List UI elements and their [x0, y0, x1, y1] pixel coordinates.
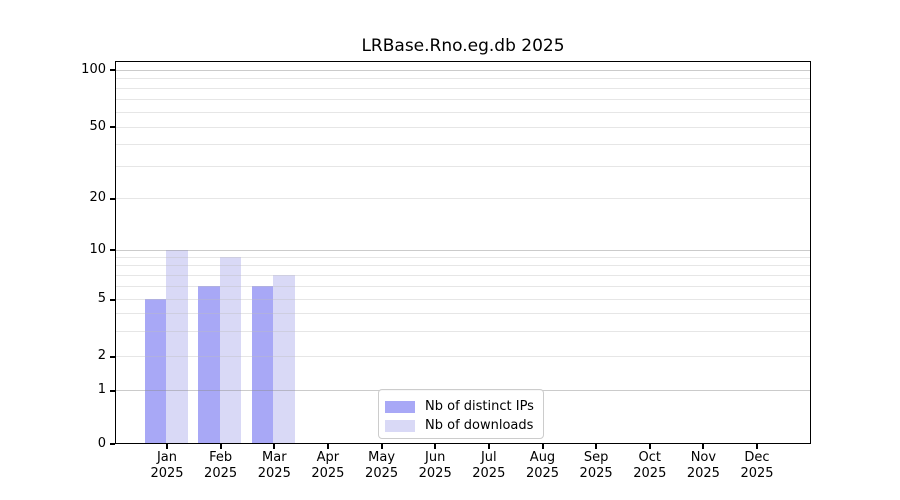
y-tick-label-100: 100 — [81, 61, 106, 77]
x-tick-sep — [595, 444, 598, 449]
x-tick-label-feb: Feb 2025 — [189, 450, 253, 482]
x-tick-jan — [166, 444, 168, 449]
x-tick-month: Feb — [209, 450, 233, 465]
gridline-y-30 — [116, 166, 810, 168]
legend-item-downloads: Nb of downloads — [385, 416, 543, 435]
y-tick-label-50: 50 — [89, 118, 106, 134]
bar-nb-of-downloads-feb — [219, 257, 242, 444]
chart-title: LRBase.Rno.eg.db 2025 — [361, 36, 565, 56]
x-tick-jun — [434, 444, 437, 449]
x-tick-aug — [541, 444, 544, 449]
gridline-y-80 — [116, 87, 810, 89]
x-tick-year: 2025 — [633, 466, 667, 481]
x-tick-year: 2025 — [418, 466, 452, 481]
legend-swatch-distinct-ips — [385, 400, 415, 413]
x-tick-year: 2025 — [311, 466, 345, 481]
x-tick-month: Sep — [583, 450, 609, 465]
x-tick-year: 2025 — [365, 466, 399, 481]
x-tick-label-may: May 2025 — [350, 450, 414, 482]
x-tick-feb — [219, 444, 222, 449]
x-tick-year: 2025 — [579, 466, 613, 481]
gridline-y-20 — [116, 198, 810, 199]
gridline-y-5 — [116, 299, 810, 300]
bar-nb-of-distinct-ips-jan — [144, 299, 166, 444]
x-tick-year: 2025 — [204, 466, 238, 481]
x-tick-label-nov: Nov 2025 — [671, 450, 735, 482]
x-tick-apr — [326, 444, 329, 449]
x-tick-label-mar: Mar 2025 — [242, 450, 306, 482]
legend: Nb of distinct IPs Nb of downloads — [378, 389, 544, 439]
x-tick-label-aug: Aug 2025 — [511, 450, 575, 482]
y-tick-0 — [110, 443, 115, 445]
x-tick-label-jul: Jul 2025 — [457, 450, 521, 482]
y-tick-label-0: 0 — [97, 435, 106, 451]
bar-nb-of-downloads-mar — [273, 275, 295, 444]
x-tick-month: Aug — [529, 450, 556, 465]
x-tick-oct — [648, 444, 651, 449]
gridline-y-10 — [116, 249, 810, 251]
x-tick-month: Mar — [262, 450, 287, 465]
x-tick-year: 2025 — [686, 466, 720, 481]
gridline-y-3 — [116, 330, 810, 332]
x-tick-label-jan: Jan 2025 — [135, 450, 199, 482]
x-tick-year: 2025 — [472, 466, 506, 481]
legend-label-downloads: Nb of downloads — [425, 417, 534, 433]
x-tick-label-oct: Oct 2025 — [618, 450, 682, 482]
x-tick-nov — [702, 444, 705, 449]
x-tick-label-dec: Dec 2025 — [725, 450, 789, 482]
y-tick-10 — [110, 249, 115, 251]
x-tick-month: Dec — [744, 450, 770, 465]
x-tick-label-sep: Sep 2025 — [564, 450, 628, 482]
y-tick-label-20: 20 — [89, 190, 106, 205]
legend-item-distinct-ips: Nb of distinct IPs — [385, 397, 543, 416]
x-tick-label-jun: Jun 2025 — [403, 450, 467, 482]
x-tick-dec — [756, 444, 758, 449]
gridline-y-7 — [116, 275, 810, 276]
y-tick-label-10: 10 — [89, 241, 106, 257]
x-tick-year: 2025 — [525, 466, 560, 481]
x-tick-mar — [273, 444, 276, 449]
x-tick-month: Jul — [480, 450, 497, 465]
y-tick-5 — [110, 298, 115, 301]
x-tick-label-apr: Apr 2025 — [296, 450, 360, 482]
x-tick-month: May — [368, 450, 396, 465]
bar-nb-of-distinct-ips-mar — [251, 286, 274, 444]
y-tick-50 — [110, 126, 115, 128]
gridline-y-2 — [116, 356, 810, 357]
gridline-y-60 — [116, 111, 810, 113]
y-tick-label-1: 1 — [97, 382, 106, 397]
y-tick-label-5: 5 — [97, 291, 106, 306]
gridline-y-6 — [116, 286, 810, 287]
x-tick-month: Jan — [156, 450, 178, 465]
gridline-y-100 — [116, 69, 810, 71]
gridline-y-4 — [116, 312, 810, 314]
x-tick-year: 2025 — [150, 466, 184, 481]
gridline-y-50 — [116, 126, 810, 128]
y-tick-100 — [110, 69, 115, 71]
y-tick-2 — [110, 355, 115, 358]
gridline-y-90 — [116, 78, 810, 80]
x-tick-month: Nov — [690, 450, 717, 465]
legend-swatch-downloads — [385, 419, 415, 432]
y-tick-label-2: 2 — [97, 348, 106, 363]
x-tick-month: Apr — [316, 450, 340, 465]
gridline-y-9 — [116, 257, 810, 258]
x-tick-year: 2025 — [257, 466, 291, 481]
gridline-y-70 — [116, 98, 810, 100]
y-tick-20 — [110, 197, 115, 200]
x-tick-year: 2025 — [740, 466, 774, 481]
legend-label-distinct-ips: Nb of distinct IPs — [425, 398, 534, 414]
y-tick-1 — [110, 389, 115, 392]
x-tick-may — [380, 444, 383, 449]
x-tick-jul — [487, 444, 490, 449]
x-tick-month: Jun — [425, 450, 446, 465]
gridline-y-40 — [116, 143, 810, 145]
gridline-y-8 — [116, 265, 810, 267]
bar-nb-of-distinct-ips-feb — [198, 286, 220, 444]
x-tick-month: Oct — [638, 450, 662, 465]
bar-nb-of-downloads-jan — [166, 249, 188, 444]
